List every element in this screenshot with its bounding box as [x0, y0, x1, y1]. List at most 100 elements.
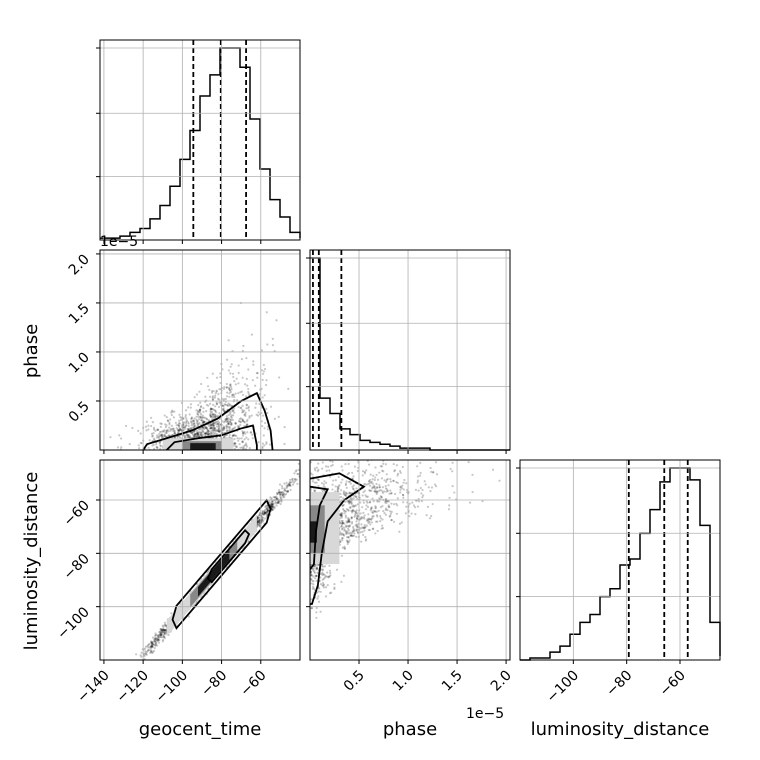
sample-point — [196, 410, 200, 413]
sample-point — [271, 508, 274, 511]
sample-point — [170, 424, 173, 427]
sample-point — [341, 537, 344, 540]
sample-point — [258, 519, 261, 522]
sample-point — [342, 503, 345, 506]
sample-point — [251, 437, 254, 440]
sample-point — [207, 433, 210, 436]
sample-point — [361, 470, 365, 473]
sample-point — [364, 539, 367, 542]
sample-point — [376, 490, 379, 494]
sample-point — [468, 501, 472, 504]
sample-point — [345, 494, 348, 498]
sample-point — [151, 434, 154, 437]
sample-point — [271, 503, 274, 506]
sample-point — [187, 433, 190, 437]
sample-point — [352, 527, 355, 530]
sample-point — [218, 430, 221, 433]
sample-point — [352, 534, 356, 537]
sample-point — [344, 483, 347, 487]
sample-point — [200, 435, 204, 438]
sample-point — [129, 671, 131, 673]
sample-point — [266, 511, 269, 514]
sample-point — [336, 490, 339, 493]
sample-point — [213, 396, 217, 399]
sample-point — [179, 428, 182, 431]
sample-point — [340, 528, 344, 531]
sample-point — [155, 434, 159, 437]
sample-point — [250, 333, 253, 336]
sample-point — [283, 487, 286, 490]
sample-point — [315, 566, 318, 570]
sample-point — [342, 574, 346, 577]
sample-point — [152, 642, 155, 646]
sample-point — [157, 436, 161, 440]
sample-point — [385, 473, 388, 476]
sample-point — [361, 517, 364, 520]
sample-point — [222, 436, 226, 439]
sample-point — [380, 477, 384, 480]
sample-point — [351, 510, 355, 513]
sample-point — [258, 393, 261, 396]
sample-point — [199, 405, 202, 409]
sample-point — [321, 578, 324, 581]
sample-point — [343, 547, 346, 550]
sample-point — [293, 472, 296, 475]
sample-point — [321, 571, 324, 574]
sample-point — [211, 422, 215, 425]
sample-point — [213, 413, 216, 416]
sample-point — [262, 363, 265, 367]
sample-point — [262, 434, 265, 437]
sample-point — [349, 534, 353, 537]
sample-point — [210, 426, 213, 430]
sample-point — [212, 424, 215, 427]
sample-point — [157, 639, 160, 642]
sample-point — [322, 586, 325, 589]
sample-point — [126, 675, 128, 677]
sample-point — [164, 435, 168, 438]
sample-point — [341, 522, 344, 525]
sample-point — [249, 431, 253, 434]
sample-point — [275, 495, 278, 498]
sample-point — [210, 424, 213, 427]
sample-point — [189, 403, 193, 406]
sample-point — [165, 429, 168, 433]
sample-point — [366, 518, 369, 521]
sample-point — [287, 490, 290, 493]
sample-point — [396, 472, 400, 475]
sample-point — [307, 462, 309, 464]
sample-point — [327, 445, 329, 447]
sample-point — [257, 524, 260, 527]
sample-point — [343, 419, 345, 421]
sample-point — [118, 681, 120, 683]
sample-point — [260, 349, 263, 352]
sample-point — [218, 401, 221, 404]
sample-point — [235, 377, 238, 380]
sample-point — [360, 451, 362, 453]
sample-point — [204, 425, 207, 428]
sample-point — [388, 515, 391, 518]
sample-point — [143, 653, 146, 656]
sample-point — [211, 427, 214, 430]
sample-point — [342, 526, 345, 529]
sample-point — [266, 504, 269, 507]
sample-point — [339, 492, 342, 496]
sample-point — [282, 493, 285, 496]
sample-point — [361, 474, 364, 477]
sample-point — [354, 512, 357, 515]
sample-point — [227, 417, 230, 420]
sample-point — [174, 421, 178, 424]
sample-point — [205, 403, 208, 406]
sample-point — [334, 439, 336, 441]
sample-point — [311, 585, 315, 588]
sample-point — [217, 405, 221, 409]
sample-point — [209, 431, 212, 434]
sample-point — [359, 517, 362, 520]
sample-point — [163, 414, 166, 417]
sample-point — [356, 524, 359, 527]
sample-point — [197, 403, 200, 407]
sample-point — [150, 642, 154, 645]
sample-point — [365, 469, 368, 472]
sample-point — [202, 421, 205, 424]
sample-point — [334, 485, 337, 488]
sample-point — [340, 533, 343, 536]
